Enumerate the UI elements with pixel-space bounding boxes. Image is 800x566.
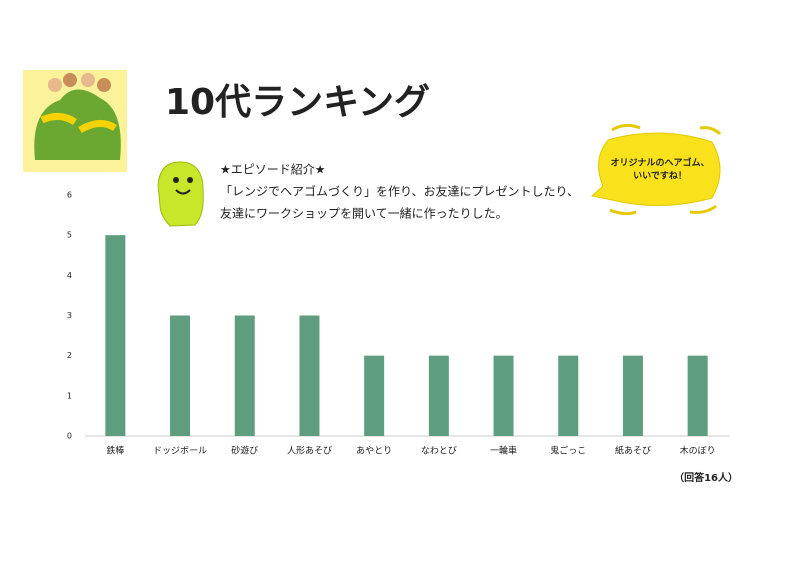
y-tick-label: 6 bbox=[67, 191, 72, 200]
x-tick-label: あやとり bbox=[356, 446, 392, 457]
x-tick-label: ドッジボール bbox=[153, 446, 207, 457]
chart-title: 10代ランキング bbox=[165, 82, 430, 123]
y-tick-label: 1 bbox=[67, 391, 72, 400]
x-tick-label: 紙あそび bbox=[615, 445, 651, 457]
y-tick-label: 5 bbox=[67, 231, 72, 240]
episode-line: 「レンジでヘアゴムづくり」を作り、お友達にプレゼントしたり、 bbox=[220, 184, 579, 199]
logo bbox=[23, 70, 127, 172]
character bbox=[157, 161, 204, 227]
bar bbox=[558, 355, 579, 436]
x-tick-label: 人形あそび bbox=[287, 445, 332, 457]
bar bbox=[105, 235, 126, 436]
bar bbox=[170, 315, 191, 436]
x-tick-label: 砂遊び bbox=[231, 445, 258, 457]
bar bbox=[493, 355, 514, 436]
x-tick-label: 鬼ごっこ bbox=[550, 445, 586, 457]
x-tick-label: 鉄棒 bbox=[106, 445, 124, 457]
x-tick-label: 一輪車 bbox=[490, 445, 517, 457]
episode-heading: ★エピソード紹介★ bbox=[220, 163, 326, 177]
bubble-text: オリジナルのヘアゴム、 bbox=[610, 157, 709, 169]
y-tick-label: 0 bbox=[67, 432, 72, 441]
y-tick-label: 4 bbox=[67, 271, 72, 280]
episode-line: 友達にワークショップを開いて一緒に作ったりした。 bbox=[220, 206, 508, 221]
bar bbox=[428, 355, 449, 436]
note: （回答16人） bbox=[674, 471, 738, 484]
x-tick-label: なわとび bbox=[421, 446, 457, 457]
bubble-text: いいですね！ bbox=[633, 171, 687, 182]
x-tick-label: 木のぼり bbox=[680, 445, 716, 457]
y-tick-label: 2 bbox=[67, 351, 72, 360]
y-tick-label: 3 bbox=[67, 311, 72, 320]
bar bbox=[622, 355, 643, 436]
bar bbox=[364, 355, 385, 436]
speech-bubble bbox=[590, 123, 722, 216]
bar bbox=[687, 355, 708, 436]
bar bbox=[299, 315, 320, 436]
bar bbox=[234, 315, 255, 436]
